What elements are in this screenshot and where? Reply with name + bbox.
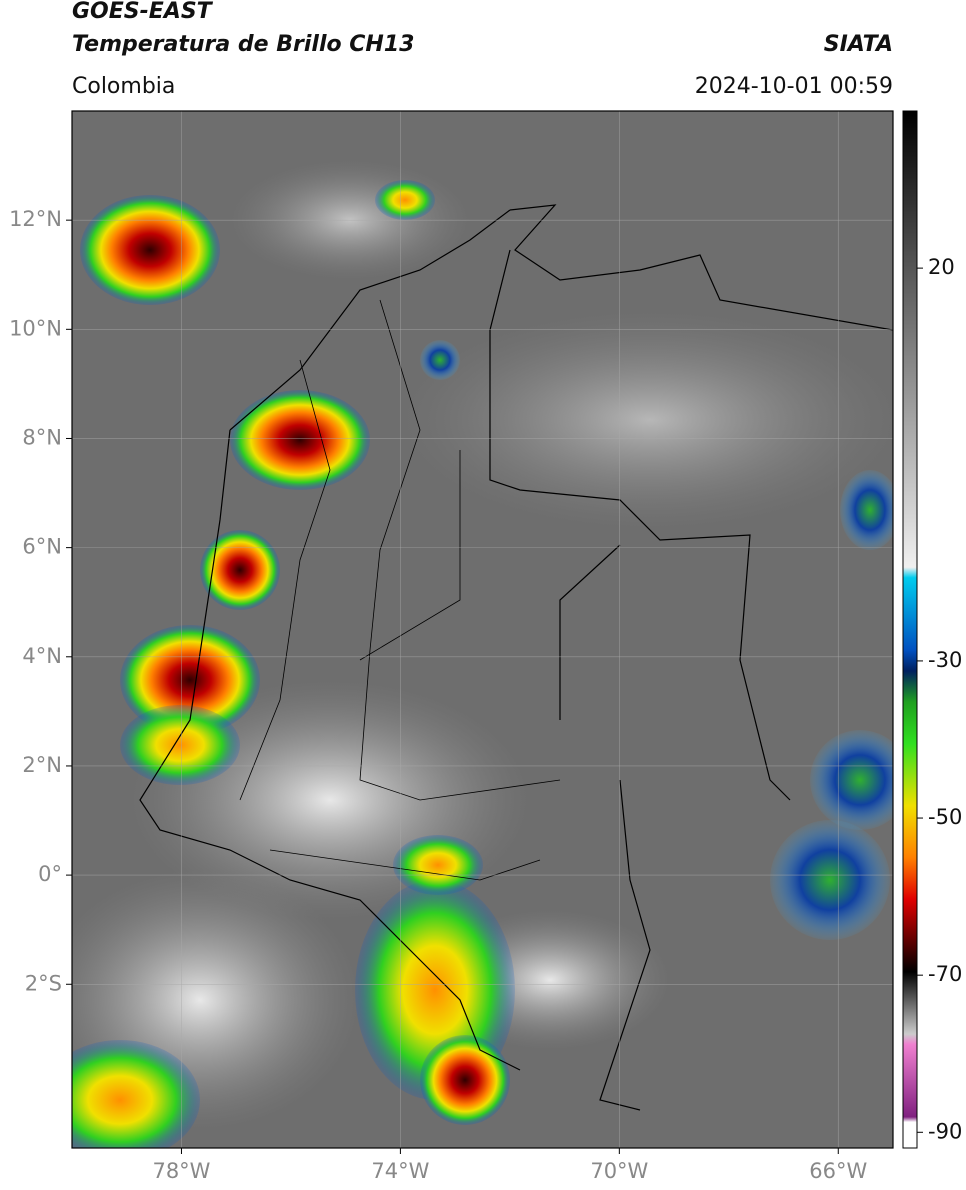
satellite: GOES-EAST (72, 0, 214, 24)
lat-tick-label: 2°N (22, 753, 62, 777)
colorbar-tick-label: -30 (928, 648, 962, 672)
lon-tick-label: 70°W (590, 1159, 648, 1183)
map-frame (71, 110, 894, 1149)
satellite-image (72, 111, 893, 1148)
colorbar-tick-label: -70 (928, 962, 962, 986)
agency: SIATA (824, 32, 893, 57)
lat-tick-label: 10°N (9, 316, 62, 340)
datetime: 2024-10-01 00:59 (695, 74, 893, 99)
lat-tick-label: 2°S (25, 971, 62, 995)
colorbar (902, 110, 918, 1149)
colorbar-tick-label: 20 (928, 255, 955, 279)
colorbar-tick-label: -90 (928, 1119, 962, 1143)
colorbar-tick-label: -50 (928, 805, 962, 829)
lon-tick-label: 78°W (152, 1159, 210, 1183)
lat-tick-label: 8°N (22, 425, 62, 449)
lon-tick-label: 66°W (809, 1159, 867, 1183)
region: Colombia (72, 74, 175, 99)
lat-tick-label: 12°N (9, 207, 62, 231)
product: Temperatura de Brillo CH13 (72, 32, 414, 57)
lon-tick-label: 74°W (371, 1159, 429, 1183)
lat-tick-label: 6°N (22, 535, 62, 559)
lat-tick-label: 4°N (22, 644, 62, 668)
lat-tick-label: 0° (38, 862, 62, 886)
